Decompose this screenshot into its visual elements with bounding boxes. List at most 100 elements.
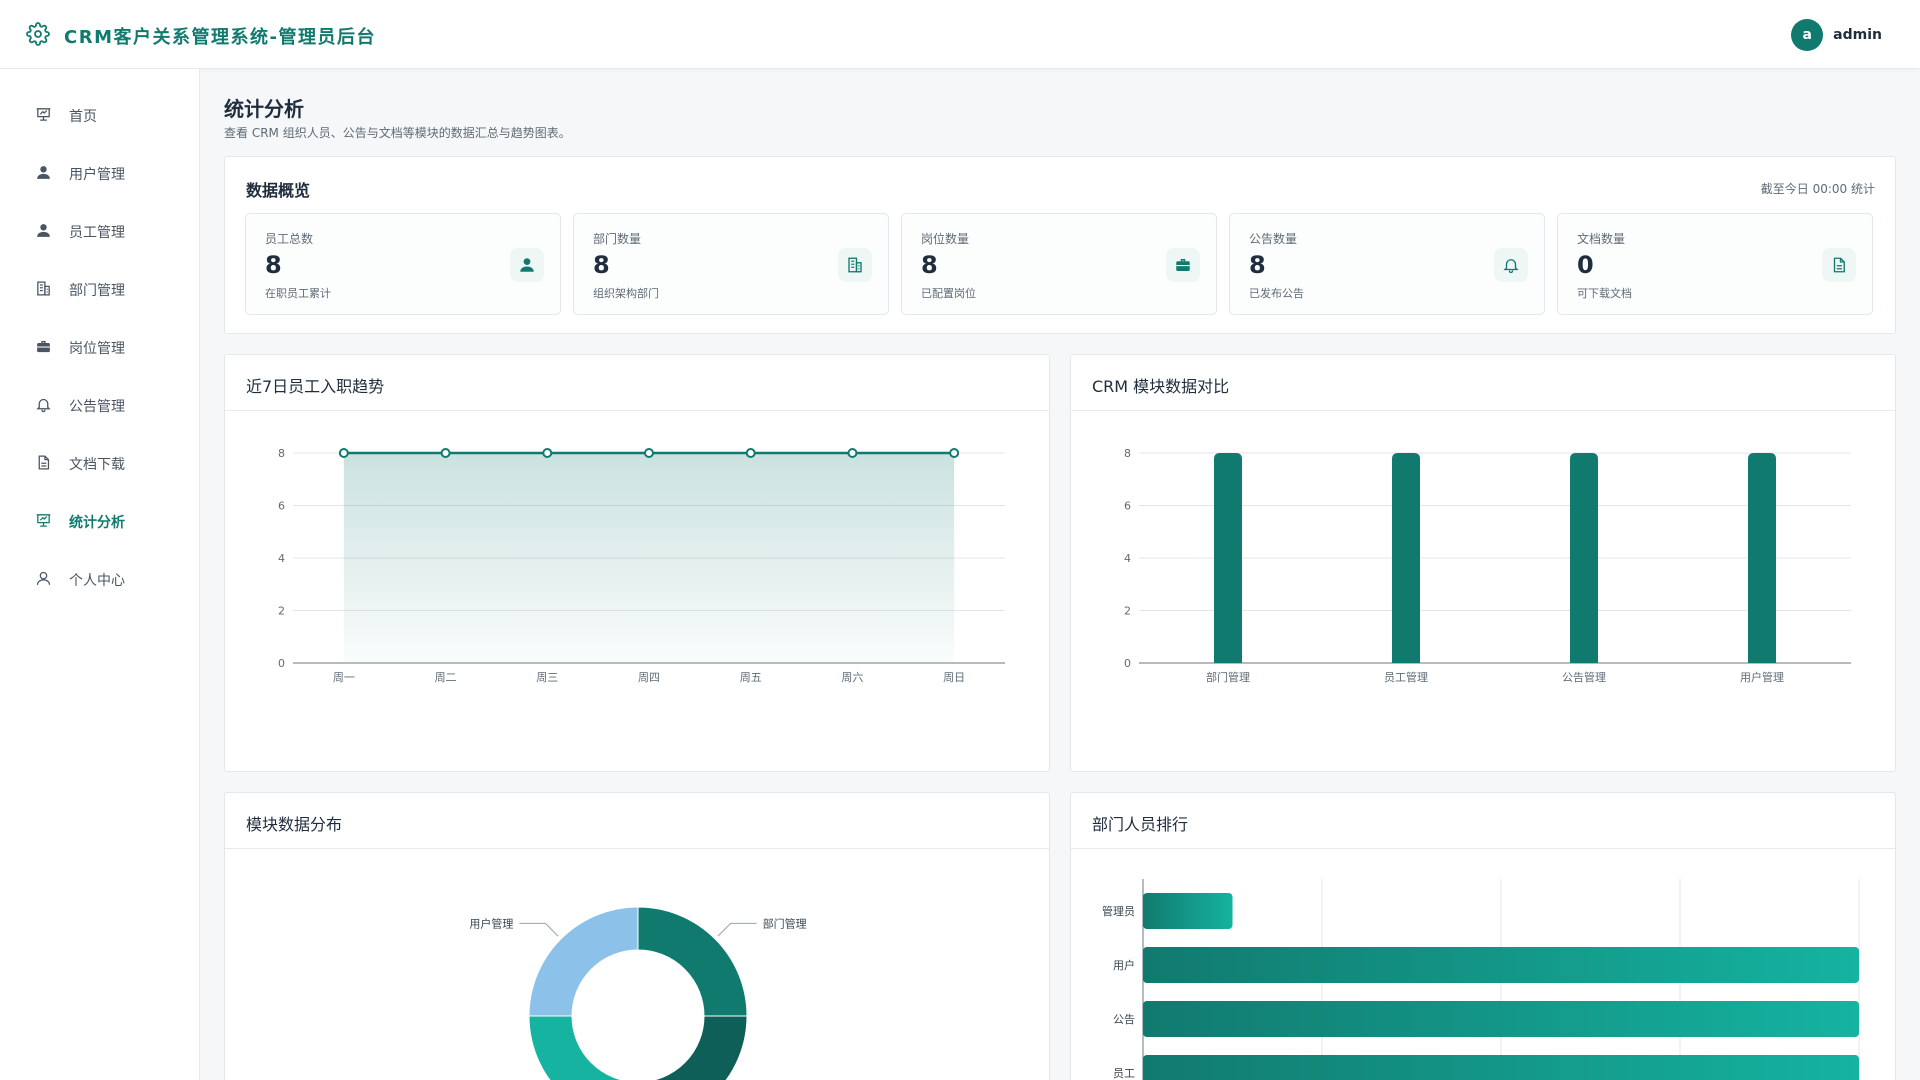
sidebar-item-positions[interactable]: 岗位管理 [0,326,199,370]
bell-icon [35,396,52,417]
x-tick-label: 公告管理 [1562,670,1606,684]
stat-sub: 在职员工累计 [265,287,331,300]
stat-card-positions: 岗位数量 8 已配置岗位 [901,213,1217,315]
sidebar-item-label: 统计分析 [69,515,125,531]
module-bar-chart[interactable]: 0 2 4 6 8 部门管理 员工管理 公告管理 用户管理 [1071,411,1897,771]
bell-icon [1494,248,1528,282]
stat-sub: 组织架构部门 [593,287,659,300]
data-point [338,448,349,458]
page-description: 查看 CRM 组织人员、公告与文档等模块的数据汇总与趋势图表。 [224,126,571,140]
sidebar-item-announcements[interactable]: 公告管理 [0,384,199,428]
brand[interactable]: CRM客户关系管理系统-管理员后台 [26,22,376,50]
stat-sub: 可下载文档 [1577,287,1632,300]
sidebar-item-statistics[interactable]: 统计分析 [0,500,199,544]
x-tick-label: 周三 [536,671,558,684]
sidebar-item-label: 首页 [69,109,97,125]
data-point [542,448,553,458]
document-icon [35,454,52,475]
sidebar: 首页 用户管理 员工管理 部门管理 岗位管理 公告管理 文档下载 [0,69,200,1080]
presentation-icon [35,106,52,127]
sidebar-item-home[interactable]: 首页 [0,94,199,138]
bar [1143,1001,1859,1037]
avatar[interactable]: a [1791,19,1824,51]
stat-value: 8 [921,251,938,279]
y-tick-label: 0 [1124,657,1131,670]
y-tick-label: 6 [278,500,285,513]
stat-value: 8 [1249,251,1266,279]
sidebar-item-profile[interactable]: 个人中心 [0,558,199,602]
stat-sub: 已发布公告 [1249,287,1304,300]
stat-sub: 已配置岗位 [921,287,976,300]
top-header: CRM客户关系管理系统-管理员后台 a admin [0,0,1920,69]
bar [1392,453,1420,663]
x-tick-label: 周五 [740,671,762,684]
x-tick-label: 用户管理 [1740,670,1784,684]
stat-card-announcements: 公告数量 8 已发布公告 [1229,213,1545,315]
bar [1570,453,1598,663]
trend-chart[interactable]: 0 2 4 6 8 周一 周二 周三 周四 周五 周六 周日 [225,411,1051,771]
chart-header: CRM 模块数据对比 [1071,355,1895,411]
pie-label-leader [519,922,559,937]
user-outline-icon [35,570,52,591]
pie-label: 用户管理 [469,916,513,930]
overview-title: 数据概览 [246,181,311,200]
sidebar-item-label: 部门管理 [69,283,125,299]
user-menu[interactable]: a admin [1791,19,1882,51]
stat-card-departments: 部门数量 8 组织架构部门 [573,213,889,315]
y-tick-label: 4 [1124,552,1131,565]
building-icon [838,248,872,282]
y-tick-label: 管理员 [1102,904,1135,918]
sidebar-item-employees[interactable]: 员工管理 [0,210,199,254]
sidebar-item-documents[interactable]: 文档下载 [0,442,199,486]
trend-chart-card: 近7日员工入职趋势 0 2 4 6 8 周一 周二 周三 周四 周五 周六 周日 [224,354,1050,772]
pie-label-leader [717,922,757,937]
stat-value: 0 [1577,251,1594,279]
y-tick-label: 用户 [1113,958,1135,972]
module-bar-chart-card: CRM 模块数据对比 0 2 4 6 8 部门管理 员工管理 公告管理 用户管理 [1070,354,1896,772]
brand-title: CRM客户关系管理系统-管理员后台 [64,27,376,48]
user-icon [510,248,544,282]
sidebar-item-users[interactable]: 用户管理 [0,152,199,196]
distribution-donut-chart[interactable]: 部门管理 用户管理 [225,849,1051,1080]
stat-label: 文档数量 [1577,232,1626,246]
stat-card-employees: 员工总数 8 在职员工累计 [245,213,561,315]
chart-header: 部门人员排行 [1071,793,1895,849]
data-point [847,448,858,458]
username[interactable]: admin [1833,27,1882,43]
pie-label: 部门管理 [763,916,807,930]
x-tick-label: 周一 [333,671,355,684]
series-area [343,453,955,663]
user-icon [35,222,52,243]
data-point [949,448,960,458]
sidebar-item-departments[interactable]: 部门管理 [0,268,199,312]
x-tick-label: 周日 [943,671,965,684]
chart-title: CRM 模块数据对比 [1092,377,1230,396]
sidebar-item-label: 岗位管理 [69,341,125,357]
x-tick-label: 部门管理 [1206,670,1250,684]
y-tick-label: 公告 [1113,1013,1135,1026]
y-tick-label: 8 [1124,447,1131,460]
document-icon [1822,248,1856,282]
sidebar-item-label: 个人中心 [69,573,125,589]
chart-title: 部门人员排行 [1092,815,1189,834]
bar [1214,453,1242,663]
department-ranking-card: 部门人员排行 管理员 用户 公告 员工 [1070,792,1896,1080]
pie-slice [528,1015,625,1080]
data-point [745,448,756,458]
data-point [644,448,654,458]
sidebar-item-label: 公告管理 [69,399,125,415]
chart-header: 近7日员工入职趋势 [225,355,1049,411]
building-icon [35,280,52,301]
sidebar-item-label: 用户管理 [69,167,125,183]
bar [1748,453,1776,663]
x-tick-label: 周二 [435,671,457,684]
y-tick-label: 2 [278,605,285,618]
y-tick-label: 2 [1124,605,1131,618]
pie-slice [528,906,639,1017]
x-tick-label: 员工管理 [1384,670,1428,684]
stat-card-documents: 文档数量 0 可下载文档 [1557,213,1873,315]
bar [1143,1055,1859,1080]
distribution-chart-card: 模块数据分布 部门管理 用户管理 [224,792,1050,1080]
overview-card: 数据概览 截至今日 00:00 统计 员工总数 8 在职员工累计 部门数量 8 … [224,156,1896,334]
